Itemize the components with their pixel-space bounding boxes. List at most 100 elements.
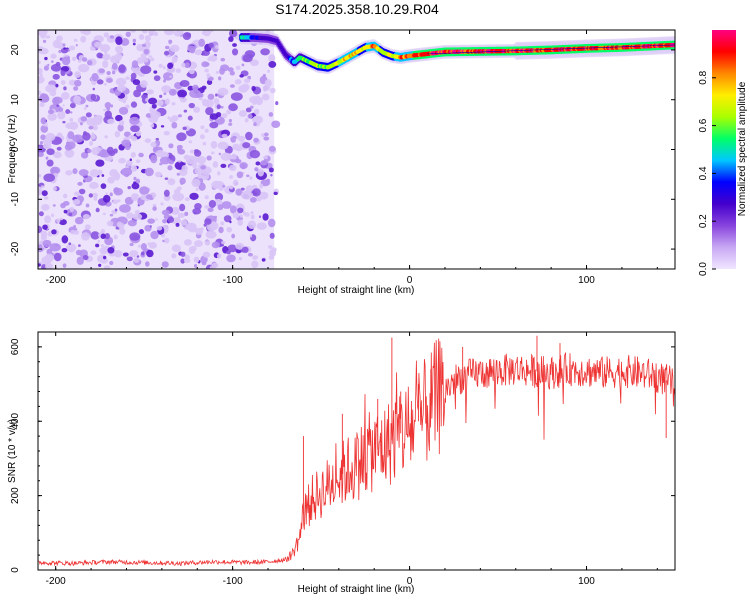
noise-speckle — [259, 183, 264, 189]
noise-speckle — [82, 132, 91, 141]
noise-speckle — [235, 242, 245, 250]
noise-speckle — [249, 96, 259, 104]
noise-speckle — [185, 222, 197, 231]
noise-speckle — [72, 168, 78, 175]
noise-speckle — [175, 68, 181, 74]
noise-speckle — [110, 104, 114, 108]
noise-speckle — [77, 181, 83, 186]
noise-speckle — [62, 120, 66, 124]
noise-speckle — [252, 101, 257, 105]
noise-speckle — [202, 251, 211, 258]
noise-speckle — [95, 207, 100, 213]
noise-speckle — [171, 206, 180, 215]
noise-speckle — [69, 117, 74, 122]
noise-speckle — [263, 136, 270, 141]
noise-speckle — [96, 79, 104, 85]
noise-speckle — [167, 216, 175, 223]
noise-speckle — [168, 88, 177, 96]
noise-speckle — [146, 89, 154, 95]
noise-speckle — [159, 162, 163, 166]
noise-speckle — [156, 226, 163, 231]
noise-speckle — [67, 131, 75, 140]
noise-speckle — [62, 43, 66, 47]
colorbar-gradient — [712, 30, 736, 269]
x-tick-label: 100 — [578, 275, 595, 286]
y-tick-label: -10 — [10, 192, 21, 207]
noise-speckle — [232, 43, 237, 47]
noise-speckle — [256, 222, 267, 230]
x-tick-label: -200 — [46, 275, 66, 286]
noise-speckle — [177, 212, 185, 218]
noise-speckle — [41, 256, 52, 265]
noise-speckle — [141, 251, 145, 256]
noise-speckle — [99, 246, 108, 255]
noise-speckle — [194, 240, 203, 248]
noise-speckle — [194, 202, 202, 210]
spectrogram-noise-region — [38, 30, 283, 269]
noise-speckle — [240, 190, 254, 200]
noise-speckle — [185, 62, 190, 68]
noise-speckle — [138, 229, 145, 235]
noise-speckle — [50, 64, 62, 72]
noise-speckle — [52, 73, 60, 80]
noise-speckle — [246, 174, 250, 178]
noise-speckle — [262, 73, 266, 78]
noise-speckle — [103, 32, 109, 38]
noise-speckle — [171, 253, 177, 259]
noise-speckle — [152, 206, 157, 211]
noise-speckle — [51, 213, 55, 218]
noise-speckle — [38, 90, 42, 95]
noise-speckle — [73, 38, 78, 42]
noise-speckle — [241, 246, 249, 253]
noise-speckle — [40, 124, 49, 133]
noise-speckle — [61, 235, 69, 244]
noise-speckle — [112, 199, 118, 205]
noise-speckle — [268, 167, 274, 173]
snr-x-ticks: -200 -100 0 100 — [46, 332, 658, 587]
noise-speckle — [197, 49, 202, 54]
noise-speckle — [255, 161, 261, 166]
noise-speckle — [146, 249, 154, 258]
noise-speckle — [152, 203, 157, 207]
noise-speckle — [232, 212, 240, 219]
noise-speckle — [252, 115, 264, 125]
noise-speckle — [162, 72, 174, 81]
noise-speckle — [100, 233, 106, 240]
noise-speckle — [239, 214, 243, 218]
noise-speckle — [176, 132, 187, 142]
noise-speckle — [247, 252, 253, 257]
noise-speckle — [85, 112, 92, 118]
noise-speckle — [124, 196, 134, 205]
noise-speckle — [226, 154, 234, 160]
noise-speckle — [226, 254, 236, 263]
noise-speckle — [235, 188, 243, 196]
noise-speckle — [236, 171, 244, 179]
noise-speckle — [262, 213, 269, 221]
noise-speckle — [160, 125, 165, 128]
noise-speckle — [213, 215, 218, 219]
noise-speckle — [119, 204, 131, 213]
noise-speckle — [78, 244, 81, 248]
noise-speckle — [73, 191, 81, 196]
noise-speckle — [153, 75, 161, 82]
y-tick-label: 200 — [10, 487, 21, 504]
noise-speckle — [253, 122, 257, 127]
noise-speckle — [179, 203, 186, 212]
noise-speckle — [244, 118, 249, 123]
noise-speckle — [171, 101, 176, 106]
noise-speckle — [76, 256, 84, 265]
noise-speckle — [61, 56, 71, 66]
noise-speckle — [208, 200, 217, 208]
x-tick-label: 100 — [578, 576, 595, 587]
noise-speckle — [269, 249, 277, 257]
noise-speckle — [176, 48, 179, 52]
noise-speckle — [81, 57, 88, 62]
noise-speckle — [51, 229, 57, 235]
noise-speckle — [49, 90, 57, 97]
noise-speckle — [80, 116, 88, 122]
noise-speckle — [223, 215, 232, 223]
noise-speckle — [220, 163, 227, 169]
noise-speckle — [231, 48, 239, 56]
noise-speckle — [38, 60, 41, 65]
noise-speckle — [109, 213, 114, 217]
